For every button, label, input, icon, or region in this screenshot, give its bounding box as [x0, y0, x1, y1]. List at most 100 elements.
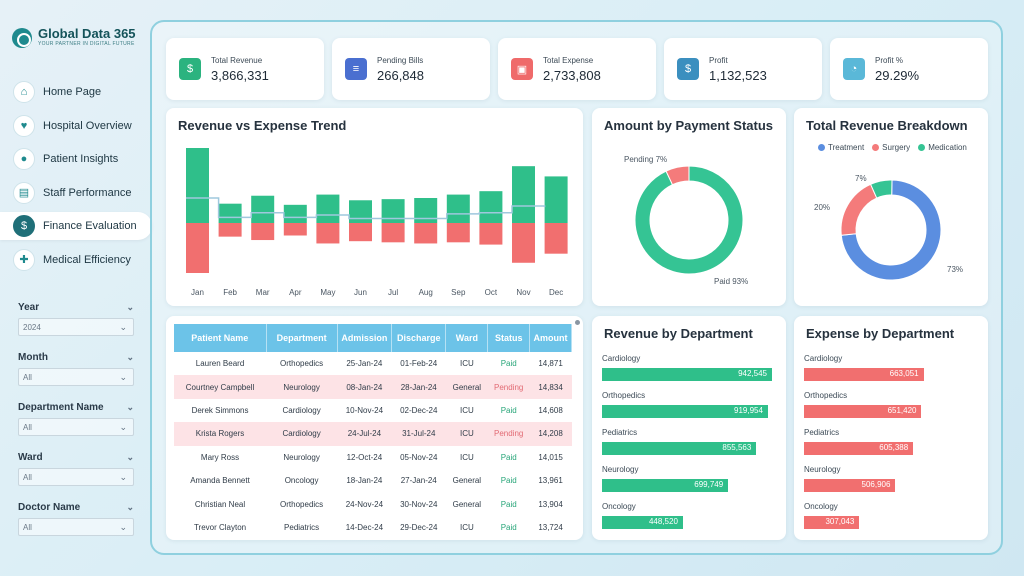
table-row[interactable]: Christian Neal Orthopedics 24-Nov-24 30-Nov… — [174, 492, 572, 515]
bill-icon: ≡ — [345, 58, 367, 80]
month-tick-label: Sep — [451, 288, 466, 297]
department-label: Pediatrics — [602, 428, 638, 437]
expense-bar — [283, 223, 307, 236]
chevron-down-icon: ⌄ — [119, 321, 127, 332]
table-cell: Orthopedics — [280, 499, 324, 509]
chevron-down-icon[interactable]: ⌄ — [126, 451, 134, 462]
chevron-down-icon: ⌄ — [119, 471, 127, 482]
column-header[interactable]: Discharge — [391, 324, 447, 352]
expense-bar — [414, 223, 438, 244]
revenue-bar — [316, 194, 340, 223]
chevron-down-icon[interactable]: ⌄ — [126, 351, 134, 362]
nav-item-patient-insights[interactable]: ● Patient Insights — [0, 145, 152, 173]
table-row[interactable]: Derek Simmons Cardiology 10-Nov-24 02-Dec-2… — [174, 399, 572, 422]
table-cell: Neurology — [283, 452, 320, 462]
table-row[interactable]: Krista Rogers Cardiology 24-Jul-24 31-Jul-2… — [174, 422, 572, 446]
expense-bar — [512, 223, 535, 263]
filter-dropdown[interactable]: All ⌄ — [18, 368, 134, 386]
expense-bar — [218, 223, 242, 237]
kpi-profit: $ Profit 1,132,523 — [664, 38, 822, 100]
column-header[interactable]: Patient Name — [174, 324, 267, 352]
expense-bar — [316, 223, 340, 244]
table-cell: 18-Jan-24 — [346, 476, 383, 486]
filter-dropdown[interactable]: 2024 ⌄ — [18, 318, 134, 336]
department-label: Neurology — [602, 465, 639, 474]
nav-item-staff-performance[interactable]: ▤ Staff Performance — [0, 179, 152, 207]
filter-header[interactable]: Month ⌄ — [18, 350, 134, 364]
revenue-bar — [414, 198, 438, 223]
nav-item-hospital-overview[interactable]: ♥ Hospital Overview — [0, 112, 152, 140]
table-row[interactable]: Trevor Clayton Pediatrics 14-Dec-24 29-Dec-… — [174, 516, 572, 539]
filter-dropdown[interactable]: All ⌄ — [18, 518, 134, 536]
chevron-down-icon[interactable]: ⌄ — [126, 401, 134, 412]
filter-month: Month ⌄ All ⌄ — [18, 350, 134, 386]
month-tick-label: Dec — [549, 288, 563, 297]
department-value-label: 307,043 — [825, 517, 855, 526]
expense-bar — [381, 223, 405, 243]
table-cell: Cardiology — [266, 422, 338, 446]
table-row[interactable]: Courtney Campbell Neurology 08-Jan-24 28-Ja… — [174, 375, 572, 399]
department-bar: 651,420 — [804, 405, 922, 418]
column-header[interactable]: Department — [266, 324, 338, 352]
kpi-total-revenue: $ Total Revenue 3,866,331 — [166, 38, 324, 100]
nav-item-home-page[interactable]: ⌂ Home Page — [0, 78, 152, 106]
donut-slice — [634, 165, 744, 275]
table-row[interactable]: Lauren Beard Orthopedics 25-Jan-24 01-Feb-2… — [174, 352, 572, 375]
chart-icon: ▤ — [13, 181, 35, 204]
finance-icon: $ — [13, 215, 35, 238]
scrollbar-thumb[interactable] — [575, 320, 580, 325]
nav-item-finance-evaluation[interactable]: $ Finance Evaluation — [0, 212, 152, 241]
heart-icon: ♥ — [13, 114, 35, 137]
column-header[interactable]: Amount — [529, 324, 572, 352]
money-bag-icon: $ — [179, 58, 201, 80]
filter-header[interactable]: Ward ⌄ — [18, 450, 134, 464]
payment-title: Amount by Payment Status — [604, 118, 774, 133]
breakdown-data-label: 20% — [814, 203, 830, 212]
table-cell: Paid — [500, 499, 517, 509]
filter-dropdown[interactable]: All ⌄ — [18, 418, 134, 436]
table-cell: General — [452, 476, 482, 486]
kpi-label: Total Revenue — [211, 55, 263, 65]
kpi-label: Profit % — [875, 55, 904, 65]
revenue-bar — [186, 148, 209, 223]
filter-header[interactable]: Year ⌄ — [18, 300, 134, 314]
revenue-by-department-card: Revenue by Department Cardiology 942,545 O… — [592, 316, 786, 540]
shield-icon: ✚ — [13, 248, 35, 271]
revenue-bar — [283, 204, 307, 223]
column-header[interactable]: Ward — [445, 324, 489, 352]
brand-title: Global Data 365 — [38, 26, 136, 41]
column-header[interactable]: Status — [487, 324, 531, 352]
revenue-bar — [251, 195, 275, 223]
column-header[interactable]: Admission — [337, 324, 393, 352]
table-cell: Cardiology — [282, 405, 321, 415]
trend-title: Revenue vs Expense Trend — [178, 118, 347, 133]
breakdown-legend: Treatment Surgery Medication — [818, 143, 967, 152]
table-cell: General — [445, 375, 488, 399]
filter-header[interactable]: Doctor Name ⌄ — [18, 500, 134, 514]
month-tick-label: Jun — [354, 288, 367, 297]
revenue-bar — [446, 194, 470, 223]
payment-donut-chart: Pending 7% Paid 93% — [624, 155, 748, 286]
revenue-expense-trend-card: Revenue vs Expense Trend Jan Feb Mar Apr May… — [166, 108, 583, 306]
revenue-bar — [512, 166, 535, 223]
month-tick-label: Mar — [256, 288, 270, 297]
nav-item-medical-efficiency[interactable]: ✚ Medical Efficiency — [0, 246, 152, 274]
table-cell: 13,961 — [538, 476, 563, 486]
filter-label: Doctor Name — [18, 501, 81, 513]
department-bar: 663,051 — [804, 368, 924, 381]
table-row[interactable]: Amanda Bennett Oncology 18-Jan-24 27-Jan-24… — [174, 469, 572, 492]
patient-icon: ● — [13, 148, 35, 171]
chevron-down-icon[interactable]: ⌄ — [126, 501, 134, 512]
filter-year: Year ⌄ 2024 ⌄ — [18, 300, 134, 336]
filter-dropdown[interactable]: All ⌄ — [18, 468, 134, 486]
month-tick-label: Jan — [191, 288, 204, 297]
table-cell: 14,871 — [538, 359, 563, 369]
table-cell: Paid — [500, 522, 517, 532]
chevron-down-icon[interactable]: ⌄ — [126, 301, 134, 312]
filter-value: 2024 — [23, 322, 41, 332]
table-cell: 14-Dec-24 — [345, 522, 384, 532]
filter-header[interactable]: Department Name ⌄ — [18, 400, 134, 414]
table-row[interactable]: Mary Ross Neurology 12-Oct-24 05-Nov-24 ICU P… — [174, 446, 572, 469]
legend-dot — [818, 144, 825, 151]
table-cell: Pediatrics — [284, 522, 320, 532]
